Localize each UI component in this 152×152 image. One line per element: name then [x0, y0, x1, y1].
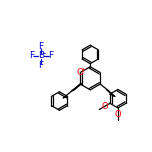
- Text: −: −: [41, 50, 46, 55]
- Text: O: O: [76, 68, 83, 77]
- Text: +: +: [81, 67, 86, 72]
- Text: F: F: [38, 42, 43, 51]
- Text: B: B: [38, 52, 44, 60]
- Text: F: F: [38, 61, 43, 70]
- Text: F: F: [29, 52, 34, 60]
- Text: O: O: [115, 110, 121, 119]
- Text: O: O: [101, 102, 108, 111]
- Text: F: F: [48, 52, 53, 60]
